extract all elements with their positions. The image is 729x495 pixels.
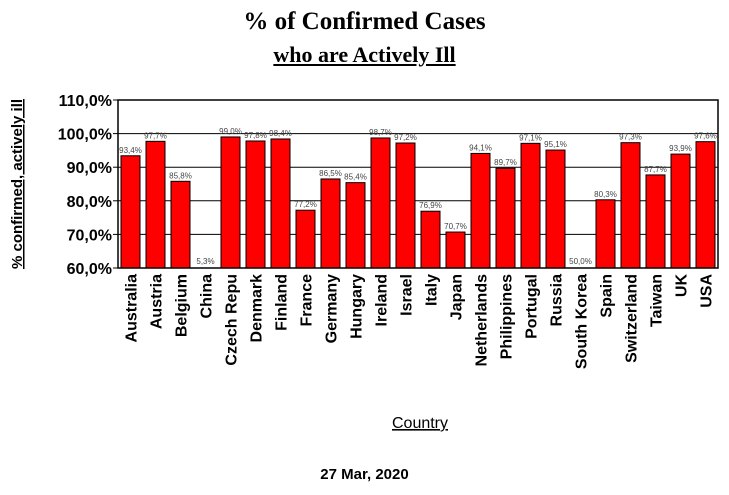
x-tick-labels: Australia Austria Belgium China Czech Repu De… — [124, 274, 716, 370]
bar-spain — [595, 199, 616, 269]
bar-australia — [120, 155, 141, 269]
bar-portugal — [520, 142, 541, 269]
bar-ireland — [370, 137, 391, 269]
y-axis-label: % confirmed, actively ill — [9, 99, 26, 269]
data-label: 93,9% — [669, 144, 692, 153]
data-label: 5,3% — [196, 257, 214, 266]
x-tick-label: Portugal — [524, 274, 541, 339]
data-label: 93,4% — [119, 146, 142, 155]
x-tick-label: Austria — [149, 274, 166, 329]
bar-russia — [545, 149, 566, 269]
bar-netherlands — [470, 152, 491, 269]
x-tick-label: South Korea — [574, 274, 591, 369]
bars — [120, 136, 716, 269]
data-label: 97,1% — [519, 133, 542, 142]
y-tick-labels: 60,0% 70,0% 80,0% 90,0% 100,0% 110,0% — [58, 93, 118, 278]
data-label: 97,2% — [394, 133, 417, 142]
chart-subtitle: who are Actively Ill — [0, 42, 729, 68]
x-tick-label: USA — [699, 274, 716, 308]
data-label: 97,6% — [694, 132, 717, 141]
data-label: 85,4% — [344, 173, 367, 182]
bar-taiwan — [645, 174, 666, 269]
x-tick-label: UK — [674, 274, 691, 298]
bar-philippines — [495, 167, 516, 269]
bar-czech-repu — [220, 136, 241, 269]
x-axis-label: Country — [392, 415, 448, 432]
y-tick-label: 80,0% — [67, 194, 112, 211]
x-tick-label: Finland — [274, 274, 291, 331]
data-label: 76,9% — [419, 201, 442, 210]
x-tick-label: Denmark — [249, 274, 266, 343]
x-tick-label: Hungary — [349, 274, 366, 339]
x-tick-label: Spain — [599, 274, 616, 318]
x-tick-label: Philippines — [499, 274, 516, 359]
x-tick-label: Germany — [324, 274, 341, 343]
chart-subtitle-text: who are Actively Ill — [273, 42, 456, 67]
chart-title: % of Confirmed Cases — [243, 8, 486, 35]
x-tick-label: Japan — [449, 274, 466, 320]
data-label: 87,7% — [644, 165, 667, 174]
data-label: 50,0% — [569, 257, 592, 266]
data-labels: 93,4%97,7% 85,8% 5,3% 99,0% 97,8% 98,4% 77,2% 8… — [119, 127, 717, 266]
date-label: 27 Mar, 2020 — [320, 466, 409, 483]
data-label: 98,4% — [269, 129, 292, 138]
data-label: 98,7% — [369, 128, 392, 137]
bar-hungary — [345, 182, 366, 269]
bar-italy — [420, 210, 441, 269]
x-tick-label: France — [299, 274, 316, 327]
data-label: 97,3% — [619, 133, 642, 142]
data-label: 80,3% — [594, 190, 617, 199]
x-tick-label: Czech Repu — [224, 274, 241, 366]
data-label: 95,1% — [544, 140, 567, 149]
x-tick-label: Israel — [399, 274, 416, 316]
bar-germany — [320, 178, 341, 269]
data-label: 94,1% — [469, 143, 492, 152]
x-tick-label: China — [199, 274, 216, 319]
x-tick-label: Taiwan — [649, 274, 666, 327]
x-tick-label: Switzerland — [624, 274, 641, 363]
x-tick-label: Ireland — [374, 274, 391, 326]
x-tick-label: Australia — [124, 274, 141, 343]
data-label: 99,0% — [219, 127, 242, 136]
y-tick-label: 60,0% — [67, 261, 112, 278]
x-tick-label: Netherlands — [474, 274, 491, 367]
y-tick-label: 100,0% — [58, 127, 112, 144]
bar-denmark — [245, 140, 266, 269]
data-label: 97,7% — [144, 131, 167, 140]
data-label: 85,8% — [169, 171, 192, 180]
x-tick-label: Italy — [424, 274, 441, 306]
y-tick-label: 70,0% — [67, 227, 112, 244]
bar-uk — [670, 153, 691, 269]
data-label: 77,2% — [294, 200, 317, 209]
y-tick-label: 110,0% — [59, 93, 112, 110]
bar-usa — [695, 141, 716, 269]
bar-israel — [395, 142, 416, 269]
bar-belgium — [170, 180, 191, 269]
data-label: 86,5% — [319, 169, 342, 178]
data-label: 97,8% — [244, 131, 267, 140]
data-label: 89,7% — [494, 158, 517, 167]
x-tick-label: Russia — [549, 274, 566, 327]
x-tick-label: Belgium — [174, 274, 191, 337]
bar-finland — [270, 138, 291, 269]
y-tick-label: 90,0% — [67, 160, 112, 177]
bar-switzerland — [620, 142, 641, 269]
plot-frame — [117, 99, 719, 269]
data-label: 70,7% — [444, 222, 467, 231]
bar-japan — [445, 231, 466, 269]
bar-austria — [145, 140, 166, 269]
bar-france — [295, 209, 316, 269]
